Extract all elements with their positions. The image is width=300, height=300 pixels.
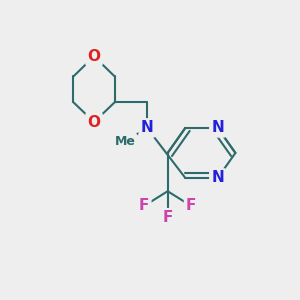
Text: F: F bbox=[186, 198, 196, 213]
Text: O: O bbox=[88, 115, 100, 130]
Text: N: N bbox=[211, 170, 224, 185]
Text: N: N bbox=[141, 120, 153, 135]
Text: O: O bbox=[88, 49, 100, 64]
Text: Me: Me bbox=[115, 135, 135, 148]
Text: F: F bbox=[163, 210, 173, 225]
Text: N: N bbox=[211, 120, 224, 135]
Text: F: F bbox=[139, 198, 149, 213]
